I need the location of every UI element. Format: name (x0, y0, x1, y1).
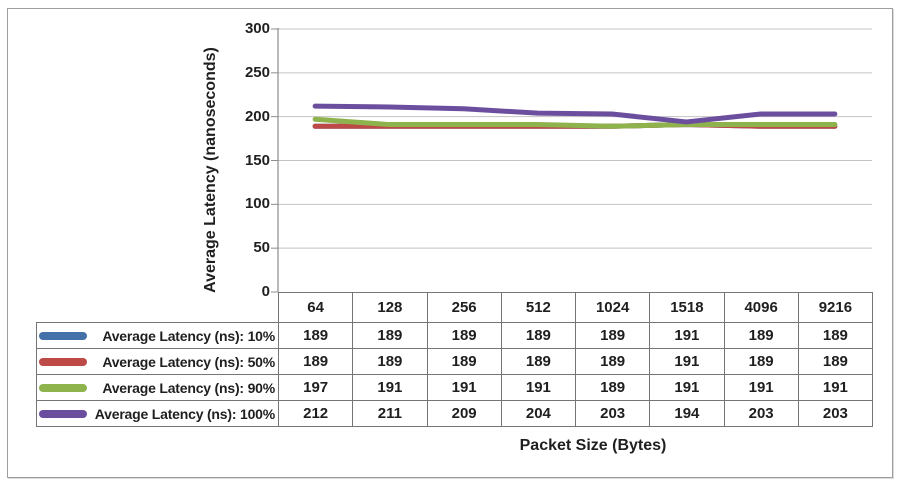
value-cell: 211 (352, 400, 428, 427)
value-cell: 197 (277, 374, 354, 401)
value-cell: 189 (277, 322, 354, 349)
value-cell: 189 (723, 322, 799, 349)
figure-border (7, 8, 893, 478)
y-tick-label: 50 (253, 239, 270, 257)
value-cell: 189 (574, 348, 651, 375)
value-cell: 189 (426, 322, 502, 349)
value-cell: 203 (797, 400, 874, 427)
value-cell: 191 (649, 322, 725, 349)
category-header: 128 (352, 292, 428, 323)
legend-label: Average Latency (ns): 50% (102, 353, 275, 370)
value-cell: 204 (500, 400, 577, 427)
legend-item: Average Latency (ns): 10% (36, 322, 279, 349)
category-header: 1024 (574, 292, 651, 323)
x-axis-title: Packet Size (Bytes) (519, 437, 667, 454)
table-row: Average Latency (ns): 90% 197 191 191 191 189… (36, 374, 874, 401)
value-cell: 191 (500, 374, 577, 401)
legend-label: Average Latency (ns): 90% (102, 379, 275, 396)
series-marker-icon (39, 357, 87, 366)
y-tick-label: 100 (244, 195, 270, 213)
y-tick-label: 200 (244, 107, 270, 125)
series-marker-icon (39, 383, 87, 392)
category-header: 9216 (797, 292, 874, 323)
legend-item: Average Latency (ns): 50% (36, 348, 279, 375)
table-row: Average Latency (ns): 50% 189 189 189 189 189… (36, 348, 874, 375)
category-header: 256 (426, 292, 502, 323)
value-cell: 194 (649, 400, 725, 427)
series-marker-icon (39, 409, 87, 418)
series-line (312, 103, 838, 125)
table-row: Average Latency (ns): 100% 212 211 209 204 20… (36, 400, 874, 427)
series-marker-icon (39, 331, 87, 340)
value-cell: 189 (723, 348, 799, 375)
legend-item: Average Latency (ns): 100% (36, 400, 279, 427)
value-cell: 189 (500, 348, 577, 375)
value-cell: 189 (500, 322, 577, 349)
category-header: 1518 (649, 292, 725, 323)
y-tick-label: 150 (244, 151, 270, 169)
legend-item: Average Latency (ns): 90% (36, 374, 279, 401)
y-tick-label: 250 (244, 63, 270, 81)
series-line (312, 116, 838, 129)
table-row: Average Latency (ns): 10% 189 189 189 189 189… (36, 322, 874, 349)
category-header: 512 (500, 292, 577, 323)
value-cell: 189 (574, 322, 651, 349)
value-cell: 189 (426, 348, 502, 375)
value-cell: 189 (352, 348, 428, 375)
category-header: 4096 (723, 292, 799, 323)
value-cell: 189 (574, 374, 651, 401)
category-header: 64 (277, 292, 354, 323)
data-table: 64 128 256 512 1024 1518 4096 9216 Average Laten… (36, 292, 874, 427)
y-tick-label: 0 (261, 283, 270, 300)
value-cell: 189 (277, 348, 354, 375)
value-cell: 191 (723, 374, 799, 401)
value-cell: 189 (797, 322, 874, 349)
legend-label: Average Latency (ns): 100% (94, 405, 275, 422)
value-cell: 191 (426, 374, 502, 401)
value-cell: 189 (352, 322, 428, 349)
legend-label: Average Latency (ns): 10% (102, 327, 275, 344)
value-cell: 191 (352, 374, 428, 401)
value-cell: 203 (723, 400, 799, 427)
value-cell: 203 (574, 400, 651, 427)
value-cell: 212 (277, 400, 354, 427)
value-cell: 191 (797, 374, 874, 401)
value-cell: 191 (649, 348, 725, 375)
value-cell: 189 (797, 348, 874, 375)
y-tick-label: 300 (244, 20, 270, 37)
table-corner (37, 293, 279, 323)
value-cell: 209 (426, 400, 502, 427)
value-cell: 191 (649, 374, 725, 401)
